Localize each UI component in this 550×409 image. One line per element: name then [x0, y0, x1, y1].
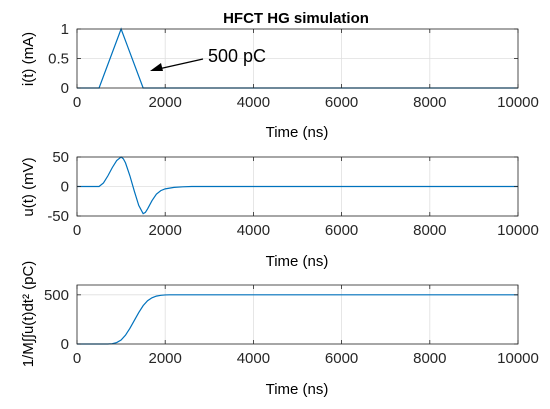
x-tick-label: 2000 [149, 222, 182, 239]
xtick-labels-charge: 0 2000 4000 6000 8000 10000 [73, 350, 539, 367]
grid-charge [76, 285, 519, 345]
x-axis-label-voltage: Time (ns) [266, 253, 329, 270]
x-tick-label: 8000 [413, 222, 446, 239]
y-tick-label: 0 [61, 336, 69, 353]
y-tick-label: 500 [44, 287, 69, 304]
y-tick-label: 0 [61, 80, 69, 97]
ytick-labels-charge: 0 500 [44, 287, 69, 353]
annotation-charge: 500 pC [150, 46, 266, 71]
axes-frame-charge [76, 284, 519, 345]
x-tick-label: 6000 [325, 350, 358, 367]
x-tick-label: 6000 [325, 94, 358, 111]
ytick-labels-current: 00.51 [48, 21, 69, 97]
x-tick-label: 0 [73, 222, 81, 239]
x-tick-label: 8000 [413, 350, 446, 367]
y-axis-label-voltage: u(t) (mV) [20, 157, 37, 216]
x-tick-label: 2000 [149, 94, 182, 111]
panel-current: HFCT HG simulation 0 2000 4000 6000 8000 1000… [20, 10, 539, 141]
series-line [77, 294, 518, 345]
x-tick-label: 4000 [237, 350, 270, 367]
x-axis-label-charge: Time (ns) [266, 381, 329, 398]
x-tick-label: 4000 [237, 94, 270, 111]
y-axis-label-charge: 1/M∫∫u(t)dt² (pC) [20, 261, 37, 368]
annotation-arrow-head [150, 63, 163, 71]
grid-current [76, 28, 519, 89]
x-tick-label: 6000 [325, 222, 358, 239]
ticks-current [76, 28, 519, 89]
x-tick-label: 0 [73, 94, 81, 111]
series-voltage [77, 156, 518, 215]
y-axis-label-current: i(t) (mA) [20, 32, 37, 86]
ticks-charge [76, 285, 519, 345]
y-tick-label: 0.5 [48, 51, 69, 68]
ytick-labels-voltage: -50 0 50 [47, 149, 69, 225]
y-tick-label: 0 [61, 179, 69, 196]
xtick-labels-current: 0 2000 4000 6000 8000 10000 [73, 94, 539, 111]
panel-charge: 0 2000 4000 6000 8000 10000 0 500 Time (ns) 1/… [20, 261, 539, 398]
x-tick-label: 4000 [237, 222, 270, 239]
x-tick-label: 0 [73, 350, 81, 367]
y-tick-label: -50 [47, 208, 69, 225]
xtick-labels-voltage: 0 2000 4000 6000 8000 10000 [73, 222, 539, 239]
series-line [77, 156, 518, 215]
x-tick-label: 10000 [497, 350, 539, 367]
x-tick-label: 2000 [149, 350, 182, 367]
y-tick-label: 1 [61, 21, 69, 38]
chart-title: HFCT HG simulation [223, 10, 369, 27]
x-tick-label: 8000 [413, 94, 446, 111]
ticks-voltage [76, 156, 519, 217]
x-axis-label-current: Time (ns) [266, 124, 329, 141]
series-charge [77, 294, 518, 345]
x-tick-label: 10000 [497, 222, 539, 239]
y-tick-label: 50 [52, 149, 69, 166]
x-tick-label: 10000 [497, 94, 539, 111]
annotation-text: 500 pC [208, 46, 266, 66]
